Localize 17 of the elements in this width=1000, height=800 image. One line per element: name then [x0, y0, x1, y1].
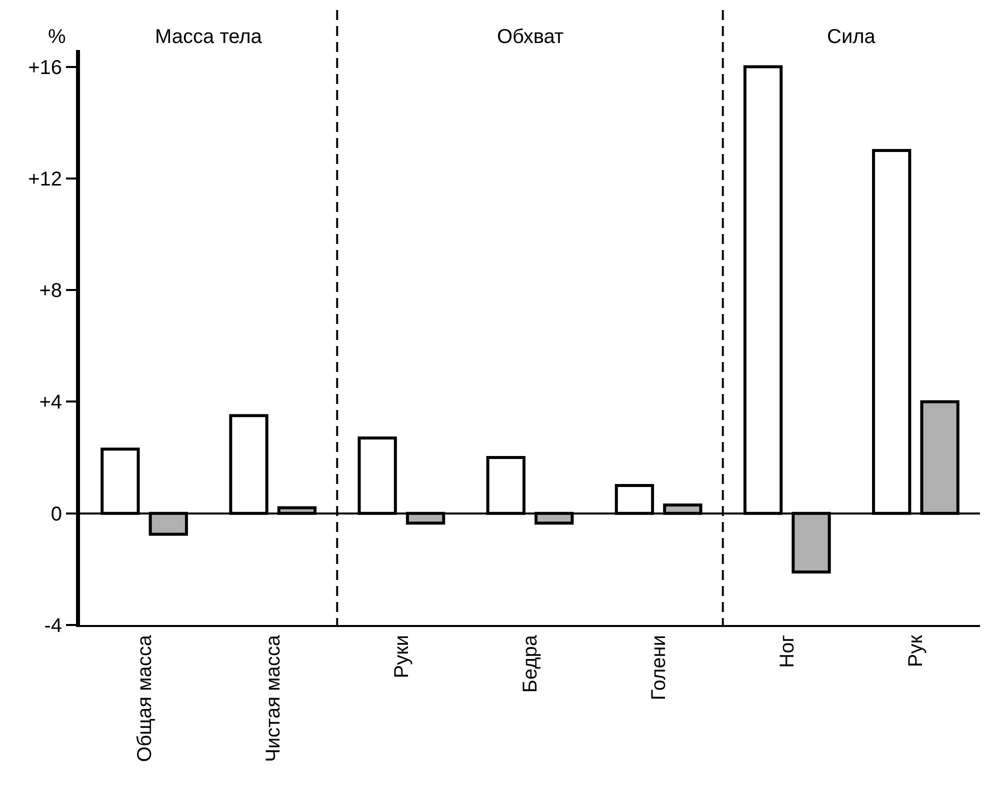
y-tick-label: +8: [39, 280, 62, 302]
y-tick-label: -4: [44, 615, 62, 637]
x-tick-label: Рук: [905, 634, 928, 668]
y-tick-label: +12: [28, 168, 62, 190]
x-tick-label: Общая масса: [134, 634, 156, 762]
x-tick-label: Голени: [648, 635, 670, 700]
text: Обхват: [497, 26, 564, 48]
x-tick-label: Ног: [776, 635, 799, 668]
x-tick-label: Чистая масса: [262, 634, 284, 762]
y-tick-label: 0: [50, 503, 62, 526]
y-tick-label: +16: [28, 56, 62, 79]
x-tick-label: Руки: [390, 635, 413, 678]
x-tick-label: Бедра: [520, 634, 542, 693]
y-tick-label: +4: [39, 392, 62, 414]
text: Сила: [827, 26, 876, 48]
y-axis-title: %: [48, 26, 66, 48]
text: Масса тела: [155, 26, 263, 48]
